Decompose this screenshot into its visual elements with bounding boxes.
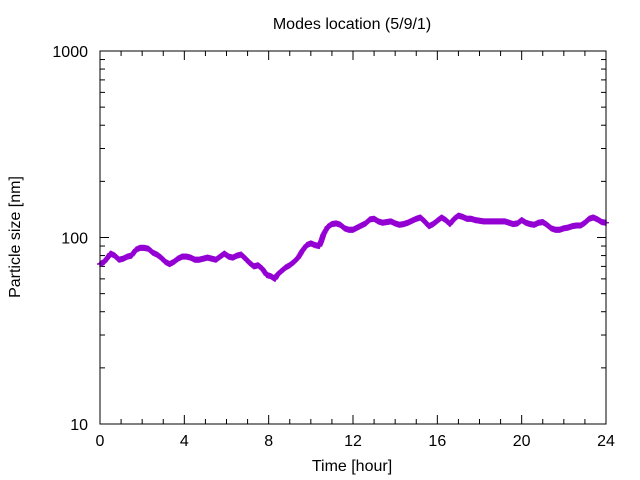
x-tick-label: 8	[264, 433, 273, 450]
data-points	[97, 212, 609, 282]
x-tick-label: 0	[96, 433, 105, 450]
y-tick-label: 100	[61, 231, 88, 248]
y-axis-label: Particle size [nm]	[7, 176, 24, 298]
x-tick-label: 24	[597, 433, 615, 450]
y-tick-label: 10	[70, 417, 88, 434]
chart-title: Modes location (5/9/1)	[273, 16, 431, 33]
x-tick-label: 4	[180, 433, 189, 450]
x-tick-label: 12	[344, 433, 362, 450]
x-axis-label: Time [hour]	[312, 458, 392, 475]
x-tick-label: 16	[428, 433, 446, 450]
tick-marks	[99, 50, 607, 425]
y-tick-label: 1000	[52, 44, 88, 61]
plot-frame	[99, 50, 607, 425]
x-tick-label: 20	[513, 433, 531, 450]
x-tick-labels: 0 4 8 12 16 20 24	[96, 433, 615, 450]
y-tick-labels: 10 100 1000	[52, 44, 88, 434]
